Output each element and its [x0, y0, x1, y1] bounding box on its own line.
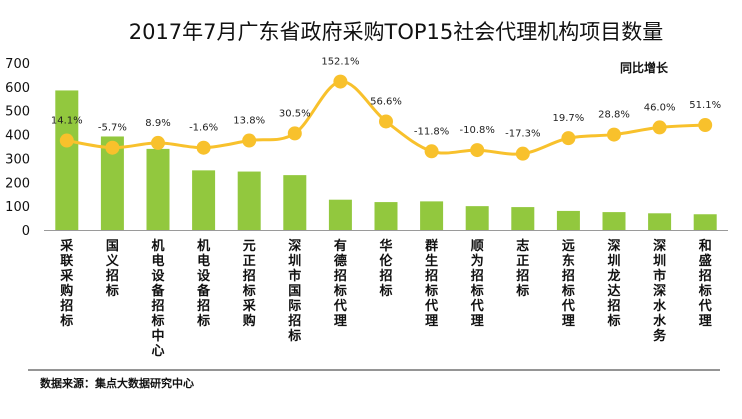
category-label: 有德招标代理	[333, 238, 347, 329]
growth-label: -11.8%	[414, 126, 449, 137]
growth-label: -17.3%	[505, 129, 540, 140]
category-label: 华伦招标	[378, 238, 393, 299]
bar	[420, 201, 444, 230]
category-label: 国义招标	[105, 239, 120, 299]
bar	[374, 202, 398, 230]
category-label: 深圳龙达招标	[606, 238, 620, 329]
growth-label: 30.5%	[279, 108, 311, 119]
bar	[192, 170, 216, 230]
category-label: 深圳市国际招标	[287, 238, 301, 344]
legend-label: 同比增长	[620, 60, 669, 75]
growth-label: -10.8%	[460, 125, 495, 136]
growth-point	[698, 118, 713, 133]
growth-point	[424, 144, 439, 159]
bar	[100, 136, 124, 230]
growth-point	[59, 133, 74, 148]
growth-label: 51.1%	[689, 100, 721, 111]
y-tick-label: 200	[5, 176, 30, 191]
growth-label: 13.8%	[233, 116, 265, 127]
bar	[693, 214, 717, 230]
growth-label: 8.9%	[145, 118, 170, 129]
bar	[465, 206, 489, 230]
growth-label: 19.7%	[553, 113, 585, 124]
category-label: 远东招标代理	[561, 239, 575, 329]
growth-point	[242, 133, 257, 148]
bar	[328, 199, 352, 230]
growth-point	[196, 140, 211, 155]
growth-point	[379, 114, 393, 129]
bar	[602, 212, 626, 230]
growth-point	[287, 126, 302, 141]
growth-label: 46.0%	[644, 102, 676, 113]
y-tick-label: 700	[5, 57, 30, 72]
growth-label: 56.6%	[370, 96, 402, 107]
growth-label: 152.1%	[321, 57, 359, 68]
category-label: 顺为招标代理	[470, 239, 484, 329]
category-label: 志正招标	[515, 238, 529, 299]
growth-point	[607, 127, 621, 142]
growth-point	[105, 140, 120, 155]
source-note: 数据来源：集点大数据研究中心	[40, 376, 194, 390]
y-axis: 0 100 200 300 400 500 600 700	[5, 57, 30, 239]
bar	[55, 90, 79, 230]
y-tick-label: 100	[5, 200, 30, 215]
y-tick-label: 300	[5, 152, 30, 167]
category-label: 元正招标采购	[242, 239, 257, 329]
category-label: 深圳市深水水务	[653, 238, 667, 344]
growth-label: -1.6%	[189, 123, 218, 134]
y-tick-label: 400	[5, 129, 30, 144]
category-labels: 采联采购招标 国义招标 机电设备招标中心 机电设备招标 元正招标采购 深圳市国际招标 有德招…	[59, 238, 711, 359]
bar	[556, 210, 580, 230]
growth-point	[652, 120, 667, 135]
y-tick-label: 600	[5, 81, 30, 96]
bar	[511, 207, 535, 230]
category-label: 采联采购招标	[59, 238, 74, 329]
bar-series	[55, 90, 717, 230]
category-label: 和盛招标代理	[698, 238, 712, 329]
growth-point	[333, 74, 348, 89]
growth-label: 14.1%	[51, 116, 83, 127]
bar	[146, 148, 170, 230]
growth-point	[470, 143, 485, 158]
category-label: 机电设备招标	[196, 238, 211, 329]
growth-point	[151, 135, 165, 150]
bar	[237, 171, 261, 230]
growth-series: 14.1% -5.7% 8.9% -1.6% 13.8% 30.5% 152.1% 56.6%…	[51, 57, 721, 161]
growth-label: -5.7%	[98, 123, 127, 134]
growth-point	[515, 146, 530, 161]
category-label: 机电设备招标中心	[150, 238, 165, 359]
category-label: 群生招标代理	[424, 238, 438, 329]
growth-label: 28.8%	[598, 110, 630, 121]
y-tick-label: 500	[5, 105, 30, 120]
bar	[648, 213, 672, 230]
growth-point	[561, 131, 576, 146]
y-tick-label: 0	[22, 224, 30, 239]
chart-title: 2017年7月广东省政府采购TOP15社会代理机构项目数量	[129, 20, 664, 44]
bar	[283, 175, 307, 230]
